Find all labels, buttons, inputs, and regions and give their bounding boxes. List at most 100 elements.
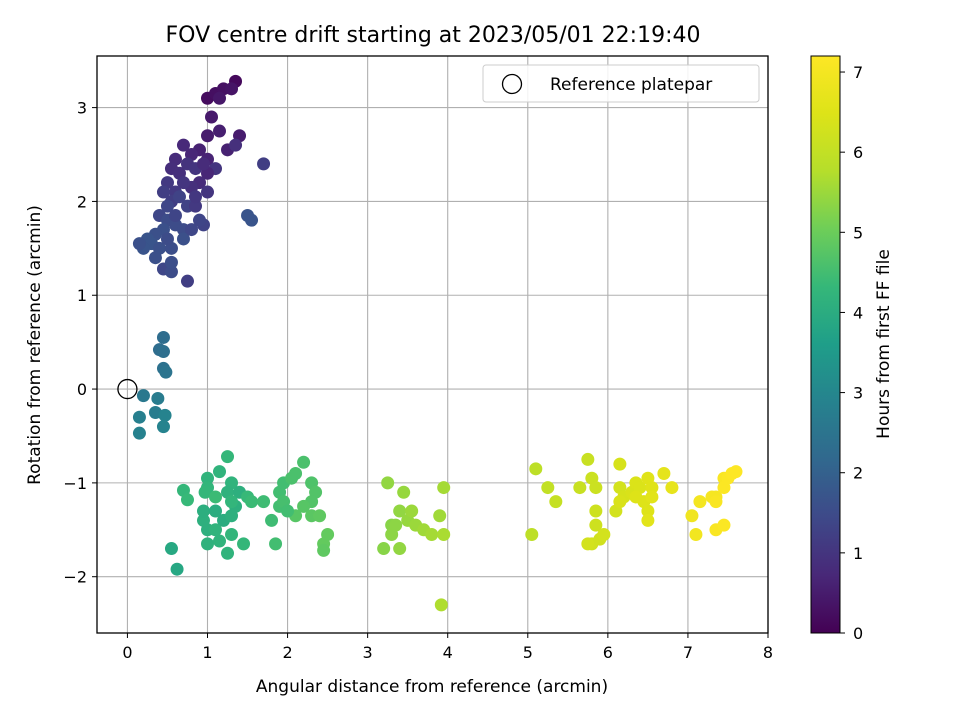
data-point [434, 598, 448, 612]
data-point [257, 157, 271, 171]
x-tick-label: 4 [443, 643, 453, 662]
y-tick-label: −2 [63, 568, 87, 587]
data-point [168, 208, 182, 222]
colorbar-tick-label: 7 [853, 63, 863, 82]
data-point [170, 562, 184, 576]
data-point [313, 509, 327, 523]
data-point [151, 391, 165, 405]
data-point [529, 462, 543, 476]
colorbar-label: Hours from first FF file [874, 249, 894, 439]
y-axis-label: Rotation from reference (arcmin) [25, 205, 45, 485]
data-point [581, 452, 595, 466]
data-point [257, 495, 271, 509]
data-point [192, 213, 206, 227]
data-points [132, 74, 743, 612]
data-point [377, 542, 391, 556]
data-point [176, 138, 190, 152]
plot-frame [96, 55, 769, 634]
data-point [225, 527, 239, 541]
data-point [289, 467, 303, 481]
data-point [641, 504, 655, 518]
data-point [397, 485, 411, 499]
data-point [689, 527, 703, 541]
colorbar [810, 55, 841, 634]
legend-box [482, 64, 760, 103]
data-point [196, 504, 210, 518]
data-point [213, 124, 227, 138]
data-point [717, 518, 731, 532]
x-axis-ticks: 0 1 2 3 4 5 6 7 8 [122, 633, 773, 662]
data-point [198, 485, 212, 499]
data-point [425, 527, 439, 541]
data-point [665, 481, 679, 495]
data-point [160, 232, 174, 246]
data-point [213, 91, 227, 105]
data-point [629, 490, 643, 504]
data-point [160, 199, 174, 213]
data-point [164, 542, 178, 556]
data-point [156, 345, 170, 359]
data-point [205, 110, 219, 124]
data-point [209, 490, 223, 504]
data-point [437, 481, 451, 495]
data-point [158, 408, 172, 422]
data-point [132, 426, 146, 440]
data-point [297, 499, 311, 513]
x-tick-label: 7 [683, 643, 693, 662]
colorbar-tick-label: 0 [853, 624, 863, 643]
data-point [200, 537, 214, 551]
x-axis-label: Angular distance from reference (arcmin) [256, 677, 608, 697]
data-point [729, 465, 743, 479]
colorbar-ticks: 0 1 2 3 4 5 6 7 [840, 63, 863, 643]
data-point [393, 504, 407, 518]
data-point [156, 185, 170, 199]
data-point [589, 518, 603, 532]
x-tick-label: 3 [363, 643, 373, 662]
y-tick-label: 0 [77, 380, 87, 399]
data-point [221, 546, 235, 560]
data-point [693, 495, 707, 509]
y-tick-label: −1 [63, 474, 87, 493]
colorbar-tick-label: 1 [853, 544, 863, 563]
colorbar-tick-label: 5 [853, 223, 863, 242]
data-point [225, 495, 239, 509]
grid-lines [97, 56, 769, 633]
data-point [200, 185, 214, 199]
y-tick-label: 1 [77, 286, 87, 305]
data-point [641, 513, 655, 527]
data-point [200, 129, 214, 143]
x-tick-label: 5 [523, 643, 533, 662]
colorbar-tick-label: 4 [853, 303, 863, 322]
data-point [597, 527, 611, 541]
data-point [645, 481, 659, 495]
data-point [245, 495, 259, 509]
x-tick-label: 1 [202, 643, 212, 662]
data-point [245, 213, 259, 227]
data-point [136, 389, 150, 403]
data-point [589, 504, 603, 518]
data-point [180, 274, 194, 288]
data-point [229, 138, 243, 152]
data-point [156, 330, 170, 344]
data-point [265, 513, 279, 527]
data-point [180, 493, 194, 507]
data-point [405, 504, 419, 518]
data-point [176, 232, 190, 246]
data-point [389, 518, 403, 532]
data-point [381, 476, 395, 490]
reference-marker [117, 378, 138, 400]
legend-marker-circle [501, 73, 523, 95]
data-point [269, 537, 283, 551]
data-point [148, 251, 162, 265]
data-point [237, 537, 251, 551]
data-point [657, 467, 671, 481]
data-point [188, 190, 202, 204]
data-point [213, 534, 227, 548]
data-point [184, 223, 198, 237]
x-tick-label: 2 [282, 643, 292, 662]
data-point [317, 543, 331, 557]
data-point [685, 509, 699, 523]
colorbar-tick-label: 2 [853, 464, 863, 483]
colorbar-tick-label: 3 [853, 384, 863, 403]
